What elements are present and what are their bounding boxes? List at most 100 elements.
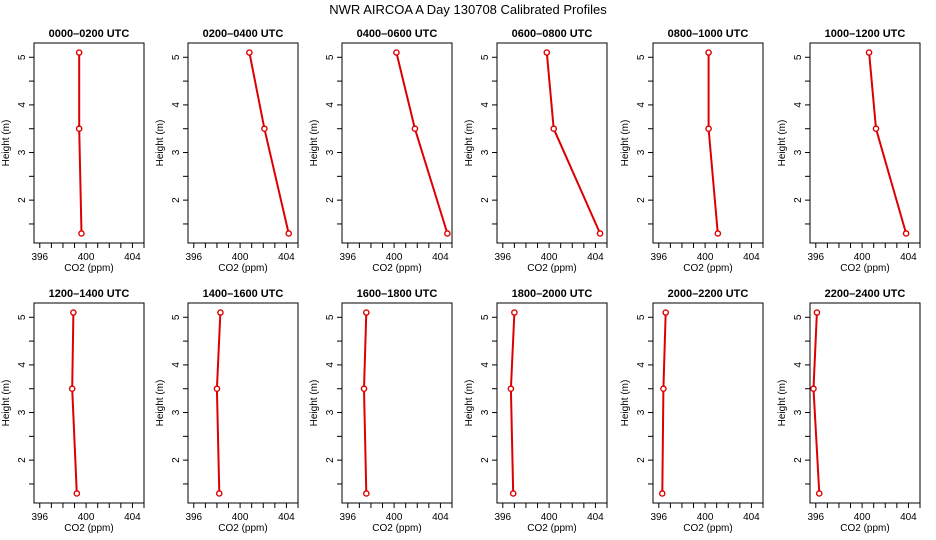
data-point [363, 309, 370, 316]
y-tick-label: 3 [325, 409, 336, 415]
data-point [261, 125, 268, 133]
figure-title: NWR AIRCOA A Day 130708 Calibrated Profi… [329, 2, 607, 17]
x-tick-label: 404 [278, 512, 295, 523]
panel-title: 2200–2400 UTC [825, 288, 906, 300]
x-tick-label: 400 [854, 252, 871, 263]
data-point [215, 490, 223, 497]
y-axis-label: Height (m) [620, 380, 631, 427]
x-tick-label: 400 [78, 512, 95, 523]
x-tick-label: 400 [697, 252, 714, 263]
y-tick-label: 4 [480, 362, 491, 368]
y-tick-label: 4 [793, 362, 804, 368]
y-axis-label: Height (m) [309, 120, 320, 167]
x-tick-label: 396 [650, 252, 667, 263]
x-tick-label: 404 [900, 512, 917, 523]
profile-panel: 0200–0400 UTC 396 400 404 CO2 (ppm) 2 3 4 5 Heigh… [155, 28, 299, 274]
panel-title: 1600–1800 UTC [357, 288, 438, 300]
x-tick-label: 404 [124, 252, 141, 263]
data-point [705, 125, 712, 133]
y-tick-label: 4 [793, 102, 804, 108]
data-point [815, 490, 823, 497]
y-tick-label: 3 [636, 409, 647, 415]
data-point [70, 309, 77, 316]
panel-title: 0800–1000 UTC [668, 28, 749, 40]
data-point [360, 385, 368, 393]
x-tick-label: 404 [278, 252, 295, 263]
x-axis-label: CO2 (ppm) [527, 523, 576, 534]
x-tick-label: 396 [494, 512, 511, 523]
y-tick-label: 5 [17, 314, 28, 320]
y-tick-label: 3 [325, 149, 336, 155]
x-axis-label: CO2 (ppm) [372, 263, 421, 274]
y-tick-label: 4 [636, 102, 647, 108]
data-point [213, 385, 221, 393]
profile-panel: 2000–2200 UTC 396 400 404 CO2 (ppm) 2 3 4 5 Heigh… [620, 288, 764, 534]
y-tick-label: 3 [17, 409, 28, 415]
data-point [865, 49, 873, 56]
plot-frame [496, 302, 608, 504]
y-tick-label: 2 [793, 457, 804, 463]
x-tick-label: 404 [432, 252, 449, 263]
x-tick-label: 396 [31, 512, 48, 523]
series-line [362, 312, 368, 494]
y-tick-label: 4 [17, 362, 28, 368]
y-tick-label: 5 [636, 54, 647, 60]
profile-panel: 0400–0600 UTC 396 400 404 CO2 (ppm) 2 3 4 5 Heigh… [309, 28, 453, 274]
x-tick-label: 404 [743, 252, 760, 263]
y-axis-label: Height (m) [777, 380, 788, 427]
x-tick-label: 400 [541, 252, 558, 263]
x-tick-label: 396 [339, 512, 356, 523]
y-tick-label: 2 [480, 457, 491, 463]
data-point [714, 230, 722, 237]
y-axis-label: Height (m) [620, 120, 631, 167]
profile-panel: 0000–0200 UTC 396 400 404 CO2 (ppm) 2 3 4 5 Heigh… [1, 28, 145, 274]
x-axis-label: CO2 (ppm) [527, 263, 576, 274]
y-tick-label: 4 [325, 102, 336, 108]
series-line [215, 312, 222, 494]
data-point [363, 490, 370, 497]
data-point [810, 385, 817, 393]
data-point [75, 49, 83, 56]
profile-panel: 1200–1400 UTC 396 400 404 CO2 (ppm) 2 3 4 5 Heigh… [1, 288, 145, 534]
x-tick-label: 400 [541, 512, 558, 523]
y-tick-label: 5 [480, 314, 491, 320]
x-tick-label: 396 [31, 252, 48, 263]
y-tick-label: 5 [171, 314, 182, 320]
data-point [511, 309, 518, 316]
y-tick-label: 5 [17, 54, 28, 60]
y-tick-label: 3 [480, 149, 491, 155]
x-tick-label: 404 [124, 512, 141, 523]
y-tick-label: 3 [636, 149, 647, 155]
plot-frame [652, 42, 764, 244]
data-point [813, 309, 821, 316]
y-tick-label: 3 [793, 149, 804, 155]
y-tick-label: 4 [17, 102, 28, 108]
profile-panel: 1800–2000 UTC 396 400 404 CO2 (ppm) 2 3 4 5 Heigh… [464, 288, 608, 534]
panel-title: 1400–1600 UTC [203, 288, 284, 300]
plot-frame [809, 42, 921, 244]
data-point [507, 385, 515, 393]
y-tick-label: 4 [636, 362, 647, 368]
series-line [545, 52, 602, 234]
x-axis-label: CO2 (ppm) [372, 523, 421, 534]
x-axis-label: CO2 (ppm) [840, 523, 889, 534]
x-tick-label: 404 [900, 252, 917, 263]
data-point [246, 49, 253, 56]
y-tick-label: 5 [793, 54, 804, 60]
panel-title: 0600–0800 UTC [512, 28, 593, 40]
y-tick-label: 3 [17, 149, 28, 155]
x-tick-label: 404 [432, 512, 449, 523]
profile-panel: 0800–1000 UTC 396 400 404 CO2 (ppm) 2 3 4 5 Heigh… [620, 28, 764, 274]
x-tick-label: 400 [386, 512, 403, 523]
x-tick-label: 400 [854, 512, 871, 523]
plot-frame [652, 302, 764, 504]
plot-frame [341, 42, 453, 244]
y-tick-label: 5 [171, 54, 182, 60]
data-point [658, 490, 666, 497]
panel-title: 0400–0600 UTC [357, 28, 438, 40]
panel-title: 0000–0200 UTC [49, 28, 130, 40]
x-tick-label: 396 [185, 252, 202, 263]
series-line [71, 312, 78, 494]
x-tick-label: 400 [232, 512, 249, 523]
y-tick-label: 2 [793, 197, 804, 203]
